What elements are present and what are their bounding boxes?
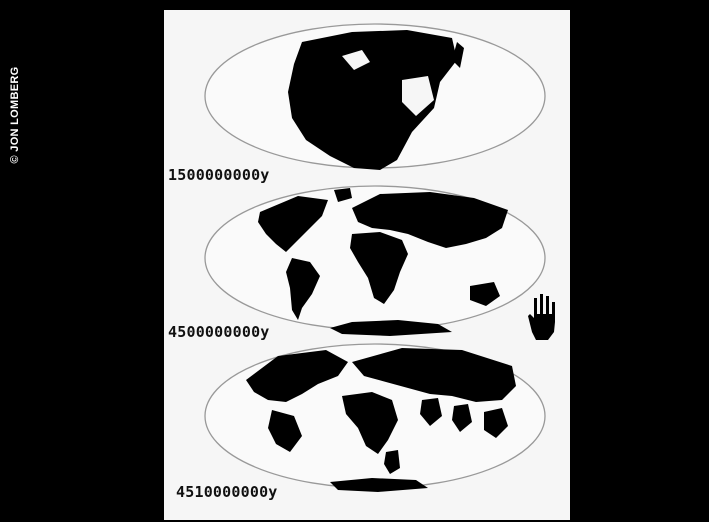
copyright-credit: © JON LOMBERG [4,40,26,190]
world-map-past [202,20,548,174]
credit-text: © JON LOMBERG [9,67,21,164]
world-map-present [202,182,548,336]
hand-icon [522,292,566,344]
age-label-3: 4510000000y [176,483,278,501]
world-map-future [202,340,548,494]
age-label-2: 4500000000y [168,323,270,341]
map-plate: 1500000000y 4500000000y 4510000000y [164,10,570,520]
